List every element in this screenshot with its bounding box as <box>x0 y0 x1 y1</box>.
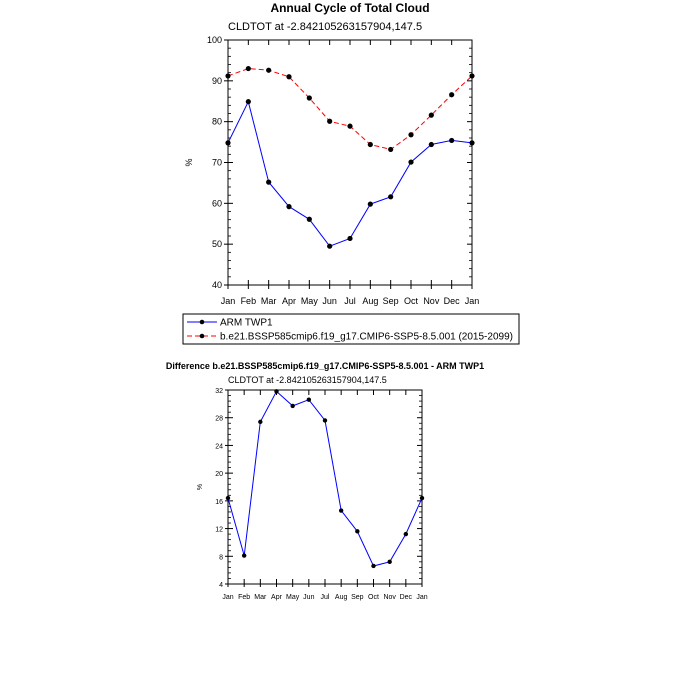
data-point <box>469 73 475 79</box>
x-tick-label: May <box>301 296 319 306</box>
legend-marker <box>199 333 205 339</box>
data-point <box>338 508 344 513</box>
data-point <box>258 419 263 425</box>
x-tick-label: Feb <box>241 296 257 306</box>
chart-panel-2: Difference b.e21.BSSP585cmip6.f19_g17.CM… <box>166 361 484 601</box>
y-tick-label: 20 <box>215 471 223 478</box>
data-point <box>286 204 292 210</box>
x-tick-label: Mar <box>254 594 267 601</box>
data-point <box>367 141 373 148</box>
plot-frame <box>227 39 473 286</box>
x-tick-label: Jun <box>322 296 337 306</box>
data-point <box>225 140 231 146</box>
y-axis-label: % <box>184 158 194 166</box>
y-tick-label: 100 <box>207 35 222 45</box>
data-point <box>322 418 328 423</box>
data-point <box>274 389 279 394</box>
data-point <box>449 92 455 98</box>
x-tick-label: Nov <box>383 594 396 601</box>
chart-title: Annual Cycle of Total Cloud <box>270 1 429 15</box>
x-tick-label: Aug <box>362 296 378 306</box>
series-line-1 <box>227 390 423 567</box>
data-point <box>408 159 414 165</box>
y-axis-label: % <box>197 484 204 490</box>
data-point <box>355 529 360 534</box>
data-point <box>266 179 272 185</box>
data-point <box>241 553 247 558</box>
y-tick-label: 80 <box>212 117 222 127</box>
legend-label-2: b.e21.BSSP585cmip6.f19_g17.CMIP6-SSP5-8.… <box>220 332 513 343</box>
data-point <box>403 531 409 537</box>
chart-subtitle: CLDTOT at -2.842105263157904,147.5 <box>228 21 422 33</box>
x-tick-label: Mar <box>261 296 277 306</box>
x-tick-label: Sep <box>351 594 364 601</box>
data-point <box>306 95 312 101</box>
data-point <box>225 73 231 79</box>
y-tick-label: 16 <box>215 499 223 506</box>
x-tick-label: Jan <box>221 296 236 306</box>
x-tick-label: Sep <box>383 296 399 306</box>
chart-subtitle: CLDTOT at -2.842105263157904,147.5 <box>228 375 387 385</box>
y-tick-label: 60 <box>212 198 222 208</box>
data-point <box>347 235 353 242</box>
x-tick-label: Jul <box>321 594 330 601</box>
data-point <box>469 140 475 146</box>
series-line-1 <box>227 100 473 247</box>
x-tick-label: Jul <box>344 296 356 306</box>
x-tick-label: Nov <box>423 296 440 306</box>
y-tick-label: 70 <box>212 158 222 168</box>
y-tick-label: 40 <box>212 280 222 290</box>
data-point <box>327 118 333 124</box>
y-tick-label: 24 <box>215 443 223 450</box>
data-point <box>245 99 251 105</box>
x-tick-label: Apr <box>271 594 283 601</box>
data-point <box>387 559 392 565</box>
x-tick-label: Aug <box>335 594 348 601</box>
chart-title: Difference b.e21.BSSP585cmip6.f19_g17.CM… <box>166 361 484 371</box>
y-tick-label: 12 <box>215 527 223 534</box>
data-point <box>408 132 414 138</box>
data-point <box>388 194 394 200</box>
data-point <box>290 403 295 409</box>
data-point <box>327 243 333 249</box>
data-point <box>449 137 455 144</box>
data-point <box>388 146 394 153</box>
x-tick-label: Feb <box>238 594 250 601</box>
series-line-2 <box>227 68 473 150</box>
data-point <box>428 112 434 118</box>
x-tick-label: Apr <box>282 296 296 306</box>
x-tick-label: Jan <box>465 296 480 306</box>
data-point <box>419 495 425 501</box>
data-point <box>428 141 434 148</box>
data-point <box>347 123 353 129</box>
y-tick-label: 8 <box>219 554 223 561</box>
data-point <box>245 65 251 72</box>
y-tick-label: 32 <box>215 388 223 395</box>
y-tick-label: 28 <box>215 416 223 423</box>
data-point <box>306 216 312 222</box>
y-tick-label: 4 <box>219 582 223 589</box>
y-tick-label: 90 <box>212 76 222 86</box>
x-tick-label: Dec <box>400 594 413 601</box>
data-point <box>367 201 373 207</box>
legend: ARM TWP1 b.e21.BSSP585cmip6.f19_g17.CMIP6… <box>182 313 520 345</box>
x-tick-label: Jun <box>303 594 314 601</box>
legend-marker <box>199 319 205 325</box>
x-tick-label: Oct <box>368 594 379 601</box>
x-tick-label: Jan <box>416 594 427 601</box>
data-point <box>266 67 272 73</box>
data-point <box>225 495 231 501</box>
data-point <box>306 397 312 402</box>
data-point <box>286 74 292 80</box>
legend-box <box>182 313 520 345</box>
legend-label-1: ARM TWP1 <box>220 318 273 329</box>
data-point <box>371 563 376 569</box>
x-tick-label: Jan <box>222 594 233 601</box>
x-tick-label: Oct <box>404 296 419 306</box>
chart-panel-1: Annual Cycle of Total Cloud CLDTOT at -2.… <box>182 1 520 345</box>
y-tick-label: 50 <box>212 239 222 249</box>
x-tick-label: Dec <box>444 296 461 306</box>
x-tick-label: May <box>286 594 300 601</box>
